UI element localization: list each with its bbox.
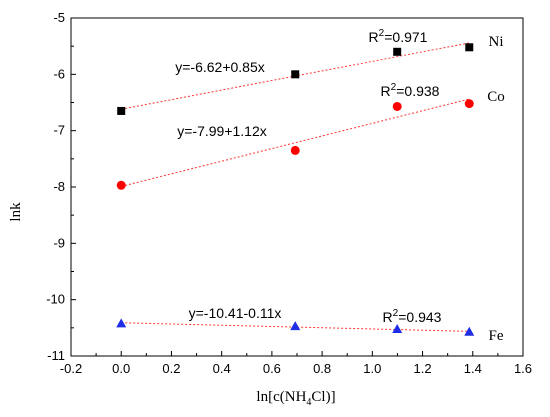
y-tick-label-5: -10 bbox=[46, 292, 65, 307]
point-ni-0 bbox=[117, 106, 126, 115]
point-fe-3 bbox=[464, 326, 475, 336]
x-tick-label-8: 1.4 bbox=[464, 361, 482, 376]
fit-line-co bbox=[121, 98, 470, 187]
plot-frame bbox=[70, 17, 524, 357]
axes bbox=[70, 17, 524, 357]
equation-co: y=-7.99+1.12x bbox=[177, 123, 267, 139]
r2-co: R2=0.938 bbox=[381, 82, 440, 99]
y-tick-label-2: -7 bbox=[53, 123, 65, 138]
r2-sup-ni: 2 bbox=[379, 28, 385, 39]
point-co-3 bbox=[464, 99, 474, 109]
equation-ni: y=-6.62+0.85x bbox=[175, 59, 265, 75]
equation-fe: y=-10.41-0.11x bbox=[189, 305, 282, 321]
x-tick-label-9: 1.6 bbox=[514, 361, 532, 376]
r2-sup-co: 2 bbox=[391, 82, 397, 93]
r2-value-ni: =0.971 bbox=[384, 29, 427, 45]
x-axis-title-end: Cl)] bbox=[311, 389, 335, 405]
point-ni-2 bbox=[393, 47, 402, 56]
x-tick-label-2: 0.2 bbox=[162, 361, 180, 376]
y-tick-label-0: -5 bbox=[53, 10, 65, 25]
r2-value-fe: =0.943 bbox=[398, 309, 441, 325]
r2-prefix-ni: R bbox=[369, 29, 379, 45]
r2-sup-fe: 2 bbox=[393, 308, 399, 319]
series-label-co: Co bbox=[487, 89, 505, 105]
x-tick-label-1: 0.0 bbox=[112, 361, 130, 376]
data-points bbox=[116, 43, 475, 336]
y-axis: -5 -6 -7 -8 -9 -10 -11 bbox=[46, 10, 76, 363]
point-fe-0 bbox=[116, 318, 127, 328]
x-axis-title-subscript: 4 bbox=[306, 397, 311, 408]
x-tick-label-6: 1.0 bbox=[363, 361, 381, 376]
r2-fe: R2=0.943 bbox=[383, 308, 442, 325]
point-ni-1 bbox=[291, 70, 300, 79]
x-tick-label-7: 1.2 bbox=[414, 361, 432, 376]
series-label-fe: Fe bbox=[489, 328, 504, 344]
x-axis-title: ln[c(NH4Cl)] bbox=[256, 389, 335, 408]
point-fe-2 bbox=[392, 323, 403, 333]
x-tick-label-4: 0.6 bbox=[263, 361, 281, 376]
r2-prefix-fe: R bbox=[383, 309, 393, 325]
y-axis-title: lnk bbox=[8, 202, 24, 222]
point-co-2 bbox=[392, 101, 402, 111]
x-tick-label-0: -0.2 bbox=[60, 361, 82, 376]
point-fe-1 bbox=[290, 321, 301, 331]
x-tick-label-5: 0.8 bbox=[313, 361, 331, 376]
x-axis-title-main: ln[c(NH bbox=[256, 389, 306, 405]
x-axis: -0.2 0.0 0.2 0.4 0.6 0.8 1.0 1.2 1.4 1.6 bbox=[60, 351, 532, 376]
y-tick-label-1: -6 bbox=[53, 66, 65, 81]
series-label-ni: Ni bbox=[489, 34, 504, 50]
point-ni-3 bbox=[465, 43, 474, 52]
r2-value-co: =0.938 bbox=[396, 83, 439, 99]
point-co-0 bbox=[116, 180, 126, 190]
x-tick-label-3: 0.4 bbox=[213, 361, 231, 376]
y-tick-label-4: -9 bbox=[53, 235, 65, 250]
y-tick-label-6: -11 bbox=[47, 348, 65, 363]
y-tick-label-3: -8 bbox=[53, 179, 65, 194]
point-co-1 bbox=[290, 145, 300, 155]
r2-ni: R2=0.971 bbox=[369, 28, 428, 45]
r2-prefix-co: R bbox=[381, 83, 391, 99]
